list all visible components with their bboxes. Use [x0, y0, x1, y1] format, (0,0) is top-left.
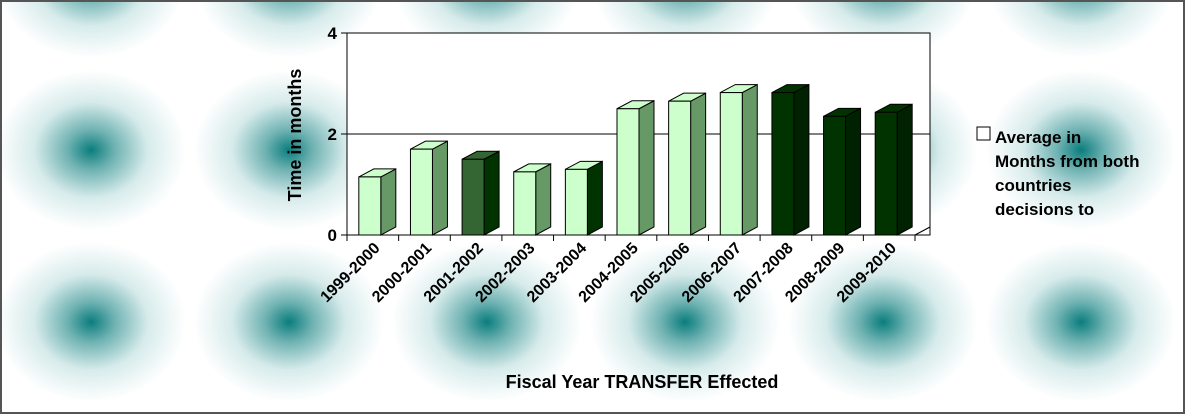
- x-axis-depth: [914, 226, 931, 236]
- y-tick-label: 0: [328, 226, 337, 245]
- bar: [719, 92, 743, 236]
- bar-side: [845, 107, 862, 236]
- legend-label: Average in Months from both countries de…: [995, 128, 1140, 219]
- bar: [668, 100, 692, 236]
- bar: [358, 176, 382, 236]
- bar-side: [741, 83, 758, 236]
- bar: [823, 115, 847, 236]
- bar: [461, 158, 485, 236]
- legend-marker: [976, 126, 991, 141]
- x-axis-title: Fiscal Year TRANSFER Effected: [506, 372, 779, 392]
- bar-side: [483, 150, 500, 236]
- bar: [564, 168, 588, 236]
- bar-side: [793, 83, 810, 236]
- bar-side: [380, 168, 397, 236]
- bar: [513, 171, 537, 236]
- bar: [616, 108, 640, 236]
- bar: [771, 92, 795, 236]
- y-axis-title: Time in months: [285, 69, 305, 202]
- bar-side: [535, 163, 552, 236]
- bar-side: [638, 99, 655, 236]
- y-tick-label: 2: [328, 125, 337, 144]
- bar-side: [690, 92, 707, 236]
- bar: [874, 111, 898, 236]
- bar-side: [431, 140, 448, 236]
- bar-side: [586, 160, 603, 236]
- y-tick-label: 4: [328, 24, 338, 43]
- bar-side: [896, 103, 913, 236]
- bar: [409, 148, 433, 236]
